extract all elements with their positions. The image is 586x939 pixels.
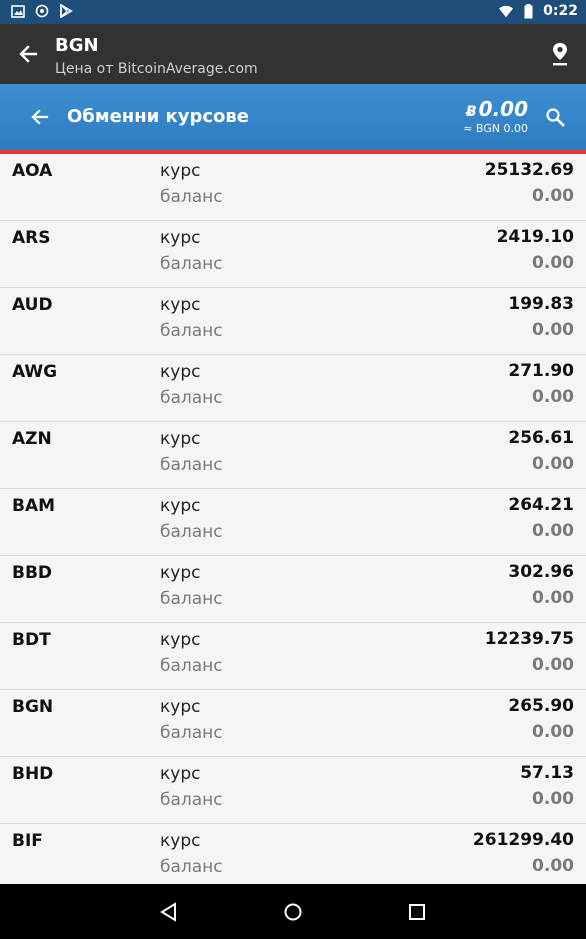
home-circle-icon[interactable] [282, 901, 304, 923]
rate-row-bdt[interactable]: BDT курс баланс 12239.75 0.00 [0, 623, 586, 690]
currency-code: AUD [12, 295, 53, 315]
balance-label: баланс [160, 723, 223, 743]
balance-label: баланс [160, 321, 223, 341]
search-icon[interactable] [544, 106, 566, 128]
app-bar-title: BGN [55, 35, 99, 56]
rate-value: 264.21 [508, 495, 574, 515]
rate-row-azn[interactable]: AZN курс баланс 256.61 0.00 [0, 422, 586, 489]
balance-value: 0.00 [532, 253, 574, 273]
play-store-icon [59, 4, 73, 18]
balance-value: 0.00 [532, 856, 574, 876]
back-arrow-icon[interactable] [28, 105, 52, 129]
balance-value: 0.00 [532, 789, 574, 809]
currency-code: ARS [12, 228, 51, 248]
status-bar: 0:22 [0, 0, 586, 24]
currency-code: AOA [12, 161, 53, 181]
currency-code: BHD [12, 764, 54, 784]
rate-row-aud[interactable]: AUD курс баланс 199.83 0.00 [0, 288, 586, 355]
rate-row-bhd[interactable]: BHD курс баланс 57.13 0.00 [0, 757, 586, 824]
balance-approx: ≈ BGN 0.00 [463, 122, 528, 135]
rate-label: курс [160, 228, 201, 248]
rate-label: курс [160, 362, 201, 382]
status-time: 0:22 [543, 3, 578, 19]
currency-code: AZN [12, 429, 52, 449]
balance-value: 0.00 [532, 722, 574, 742]
back-arrow-icon[interactable] [16, 41, 42, 67]
rate-value: 302.96 [508, 562, 574, 582]
balance-label: баланс [160, 522, 223, 542]
rate-value: 256.61 [508, 428, 574, 448]
balance-amount: Ƀ 0.00 [465, 97, 528, 121]
rate-label: курс [160, 429, 201, 449]
balance-label: баланс [160, 589, 223, 609]
rate-row-ars[interactable]: ARS курс баланс 2419.10 0.00 [0, 221, 586, 288]
rate-label: курс [160, 764, 201, 784]
rate-row-awg[interactable]: AWG курс баланс 271.90 0.00 [0, 355, 586, 422]
rate-value: 2419.10 [496, 227, 574, 247]
rate-row-bbd[interactable]: BBD курс баланс 302.96 0.00 [0, 556, 586, 623]
rate-label: курс [160, 697, 201, 717]
battery-icon [521, 3, 535, 18]
rate-row-aoa[interactable]: AOA курс баланс 25132.69 0.00 [0, 154, 586, 221]
rate-label: курс [160, 831, 201, 851]
image-icon [11, 4, 25, 18]
rate-label: курс [160, 161, 201, 181]
balance-value: 0.00 [532, 186, 574, 206]
exchange-rates-list[interactable]: AOA курс баланс 25132.69 0.00 ARS курс баланс 24… [0, 154, 586, 891]
balance-label: баланс [160, 790, 223, 810]
balance-label: баланс [160, 455, 223, 475]
recents-square-icon[interactable] [406, 901, 428, 923]
balance-value: 0.00 [532, 655, 574, 675]
balance-value: 0.00 [532, 588, 574, 608]
rate-value: 261299.40 [472, 830, 574, 850]
wifi-icon [499, 4, 514, 18]
rate-row-bif[interactable]: BIF курс баланс 261299.40 0.00 [0, 824, 586, 891]
rate-value: 57.13 [520, 763, 574, 783]
currency-code: AWG [12, 362, 58, 382]
rate-value: 12239.75 [484, 629, 574, 649]
balance-value: 0.00 [532, 320, 574, 340]
balance-label: баланс [160, 656, 223, 676]
balance-label: баланс [160, 857, 223, 877]
rate-label: курс [160, 630, 201, 650]
balance-label: баланс [160, 187, 223, 207]
rate-row-bam[interactable]: BAM курс баланс 264.21 0.00 [0, 489, 586, 556]
balance-value: 0.00 [532, 454, 574, 474]
rate-value: 271.90 [508, 361, 574, 381]
accent-divider [0, 150, 586, 154]
rate-label: курс [160, 563, 201, 583]
wallet-balance: Ƀ 0.00 ≈ BGN 0.00 [463, 97, 528, 135]
rate-label: курс [160, 295, 201, 315]
currency-code: BDT [12, 630, 51, 650]
balance-value: 0.00 [532, 387, 574, 407]
rate-value: 25132.69 [484, 160, 574, 180]
toolbar-title: Обменни курсове [67, 106, 250, 127]
app-bar: BGN Цена от BitcoinAverage.com [0, 24, 586, 84]
rate-value: 199.83 [508, 294, 574, 314]
target-icon [35, 4, 49, 18]
rate-row-bgn[interactable]: BGN курс баланс 265.90 0.00 [0, 690, 586, 757]
back-triangle-icon[interactable] [158, 901, 180, 923]
currency-code: BGN [12, 697, 54, 717]
system-nav-bar [0, 884, 586, 939]
currency-code: BBD [12, 563, 53, 583]
app-bar-subtitle: Цена от BitcoinAverage.com [55, 61, 258, 77]
location-pin-icon[interactable] [548, 41, 572, 67]
rate-value: 265.90 [508, 696, 574, 716]
balance-value: 0.00 [532, 521, 574, 541]
balance-label: баланс [160, 254, 223, 274]
currency-code: BIF [12, 831, 43, 851]
rate-label: курс [160, 496, 201, 516]
exchange-rates-toolbar: Обменни курсове Ƀ 0.00 ≈ BGN 0.00 [0, 84, 586, 150]
bitcoin-symbol: Ƀ [465, 104, 477, 120]
currency-code: BAM [12, 496, 56, 516]
balance-label: баланс [160, 388, 223, 408]
